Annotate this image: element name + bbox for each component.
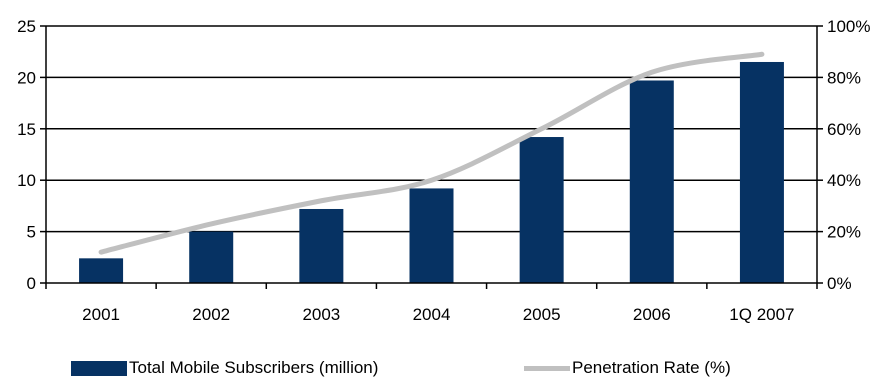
gridlines (46, 25, 817, 233)
x-tick-label: 2002 (192, 305, 230, 324)
line-series (98, 51, 765, 255)
left-tick-label: 0 (27, 274, 36, 293)
right-tick-label: 20% (827, 223, 861, 242)
right-tick-label: 80% (827, 68, 861, 87)
x-tick-label: 2004 (413, 305, 451, 324)
legend-label-subscribers: Total Mobile Subscribers (million) (129, 358, 379, 377)
right-tick-label: 40% (827, 171, 861, 190)
legend-bar-swatch (71, 360, 127, 376)
right-tick-label: 0% (827, 274, 852, 293)
legend-label-penetration: Penetration Rate (%) (572, 358, 731, 377)
bar (519, 137, 564, 283)
x-tick-label: 2001 (82, 305, 120, 324)
x-tick-label: 2005 (523, 305, 561, 324)
right-tick-label: 100% (827, 17, 870, 36)
bar (739, 61, 784, 284)
bar-series (79, 61, 784, 284)
legend-line-swatch (524, 365, 570, 371)
legend: Total Mobile Subscribers (million) Penet… (0, 358, 889, 382)
right-axis-tick-labels: 0% 20% 40% 60% 80% 100% (827, 17, 870, 293)
axes (40, 25, 823, 289)
x-axis-tick-labels: 2001 2002 2003 2004 2005 2006 1Q 2007 (82, 305, 794, 324)
left-tick-label: 20 (17, 68, 36, 87)
bar (79, 258, 124, 283)
left-axis-tick-labels: 0 5 10 15 20 25 (17, 17, 36, 293)
x-tick-label: 1Q 2007 (729, 305, 794, 324)
legend-item-penetration: Penetration Rate (%) (524, 358, 731, 378)
bar (409, 188, 454, 283)
x-tick-label: 2003 (302, 305, 340, 324)
bar (189, 231, 234, 283)
left-tick-label: 15 (17, 120, 36, 139)
left-tick-label: 5 (27, 223, 36, 242)
left-tick-label: 10 (17, 171, 36, 190)
penetration-line (98, 51, 765, 255)
legend-item-subscribers: Total Mobile Subscribers (million) (71, 358, 378, 378)
bar (629, 80, 674, 283)
right-tick-label: 60% (827, 120, 861, 139)
bar (299, 208, 344, 283)
x-tick-label: 2006 (633, 305, 671, 324)
left-tick-label: 25 (17, 17, 36, 36)
